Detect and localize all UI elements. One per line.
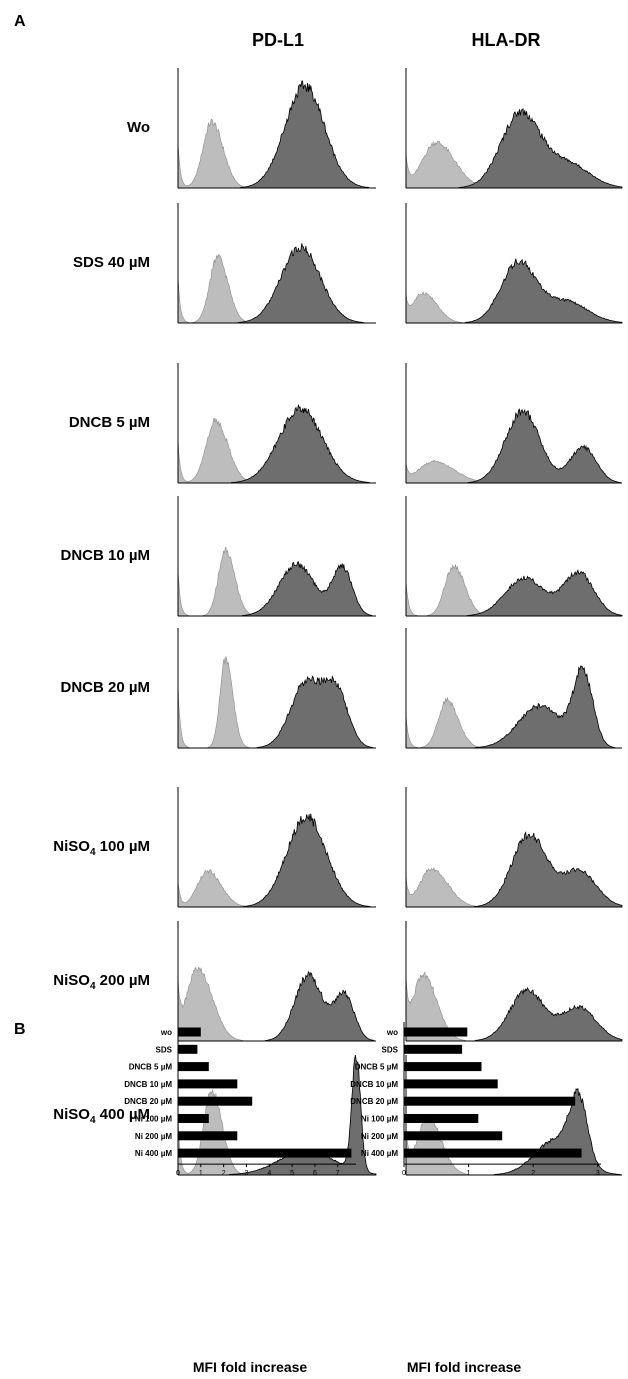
histogram-hla-dr [405,921,623,1042]
histogram-hla-dr [405,203,623,324]
category-label: Ni 100 µM [361,1115,398,1124]
row-label-subscript: 4 [90,847,96,858]
row-label-text: Wo [127,119,150,136]
histogram-pd-l1 [177,68,376,189]
row-label-text: SDS 40 µM [73,254,150,271]
histogram-hla-dr [405,363,622,484]
bar [404,1148,582,1158]
row-label: DNCB 10 µM [61,547,151,564]
row-label-text: 200 µM [96,972,151,989]
row-label-subscript: 4 [90,981,96,992]
bar [404,1079,498,1089]
tick-label: 7 [336,1170,340,1177]
row-label-text: NiSO [53,972,90,989]
category-label: SDS [156,1045,173,1054]
row-label: NiSO4 400 µM [53,1106,150,1126]
bar [404,1131,503,1141]
stained-histogram [178,561,376,617]
bar [178,1062,209,1072]
tick-label: 0 [176,1170,180,1177]
tick-label: 3 [596,1170,600,1177]
panel-label-b: B [14,1021,26,1038]
row-label-text: NiSO [53,838,90,855]
histogram-pd-l1 [177,363,376,484]
tick-label: 0 [402,1170,406,1177]
category-label: DNCB 20 µM [124,1097,172,1106]
tick-label: 2 [222,1170,226,1177]
row-labels: Wo SDS 40 µM DNCB 5 µM DNCB 10 µM DNCB 20 µM… [53,119,150,1126]
histogram-pd-l1 [177,787,376,908]
category-label: DNCB 10 µM [350,1080,398,1089]
category-label: DNCB 5 µM [355,1063,399,1072]
histogram-pd-l1 [177,203,376,324]
row-label-text: DNCB 5 µM [69,414,150,431]
tick-label: 2 [531,1170,535,1177]
row-label-text: DNCB 20 µM [61,679,151,696]
tick-label: 6 [313,1170,317,1177]
column-header-hla-dr: HLA-DR [472,30,541,50]
row-label-text: 100 µM [96,838,151,855]
row-label: NiSO4 100 µM [53,838,150,858]
row-label: DNCB 5 µM [69,414,150,431]
histogram-pd-l1 [177,921,376,1042]
category-label: Ni 400 µM [361,1149,398,1158]
bar [178,1044,198,1054]
row-label-text: DNCB 10 µM [61,547,151,564]
category-label: DNCB 5 µM [129,1063,173,1072]
tick-label: 3 [245,1170,249,1177]
tick-label: 1 [467,1170,471,1177]
bar [178,1114,209,1123]
row-label: DNCB 20 µM [61,679,151,696]
bar [178,1148,352,1158]
bar-charts: wo SDS DNCB 5 µM DNCB 10 µM DNCB 20 µM Ni 100… [124,1022,601,1375]
row-label-text: NiSO [53,1106,90,1123]
category-label: Ni 200 µM [135,1132,172,1141]
row-label-text: 400 µM [96,1106,151,1123]
row-label-subscript: 4 [90,1115,96,1126]
bar [404,1062,482,1072]
category-label: wo [386,1028,398,1037]
histogram-hla-dr [405,628,622,749]
bar-chart-hla-dr: wo SDS DNCB 5 µM DNCB 10 µM DNCB 20 µM Ni 100… [350,1022,601,1375]
histogram-hla-dr [405,68,623,189]
category-label: DNCB 20 µM [350,1097,398,1106]
row-label: NiSO4 200 µM [53,972,150,992]
row-label: Wo [127,119,150,136]
category-label: SDS [382,1045,399,1054]
stained-histogram [178,675,376,749]
bar [178,1096,253,1106]
tick-label: 5 [290,1170,294,1177]
histogram-hla-dr [405,496,623,617]
histogram-hla-dr [405,787,623,908]
tick-label: 1 [199,1170,203,1177]
x-axis-title: MFI fold increase [193,1359,308,1375]
bar [178,1079,238,1089]
panel-label-a: A [14,13,26,30]
category-label: Ni 100 µM [135,1115,172,1124]
x-axis-title: MFI fold increase [407,1359,522,1375]
bar [178,1027,201,1037]
bar [404,1096,576,1106]
category-label: DNCB 10 µM [124,1080,172,1089]
bar [404,1114,479,1123]
category-label: wo [160,1028,172,1037]
bar [404,1027,468,1037]
bar [178,1131,238,1141]
category-label: Ni 400 µM [135,1149,172,1158]
bar-chart-pd-l1: wo SDS DNCB 5 µM DNCB 10 µM DNCB 20 µM Ni 100… [124,1022,356,1375]
histogram-pd-l1 [177,628,376,749]
histogram-panels [177,68,623,1176]
category-label: Ni 200 µM [361,1132,398,1141]
tick-label: 4 [267,1170,271,1177]
histogram-pd-l1 [177,496,376,617]
column-header-pd-l1: PD-L1 [252,30,304,50]
bar [404,1044,463,1054]
row-label: SDS 40 µM [73,254,150,271]
